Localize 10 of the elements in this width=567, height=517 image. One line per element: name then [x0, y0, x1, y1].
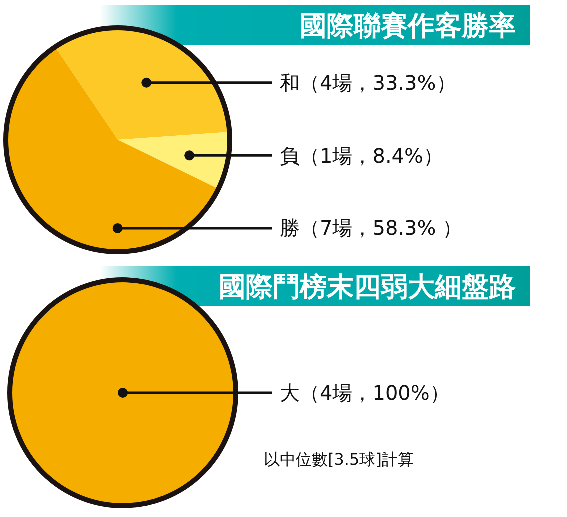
slice-label: 負（1場，8.4%）: [280, 144, 444, 168]
slice-label: 勝（7場，58.3% ）: [280, 216, 463, 240]
pie-slice: [6, 47, 219, 252]
slice-label: 大（4場，100%）: [280, 381, 450, 405]
pie-slice: [55, 28, 230, 140]
text: 以中位數[3.5球]計算: [264, 450, 414, 469]
chart-title: 國際鬥榜末四弱大細盤路: [219, 271, 516, 305]
slice-label: 和（4場，33.3%）: [280, 71, 456, 95]
chart-title: 國際聯賽作客勝率: [300, 10, 516, 44]
pie-slice: [118, 132, 230, 190]
